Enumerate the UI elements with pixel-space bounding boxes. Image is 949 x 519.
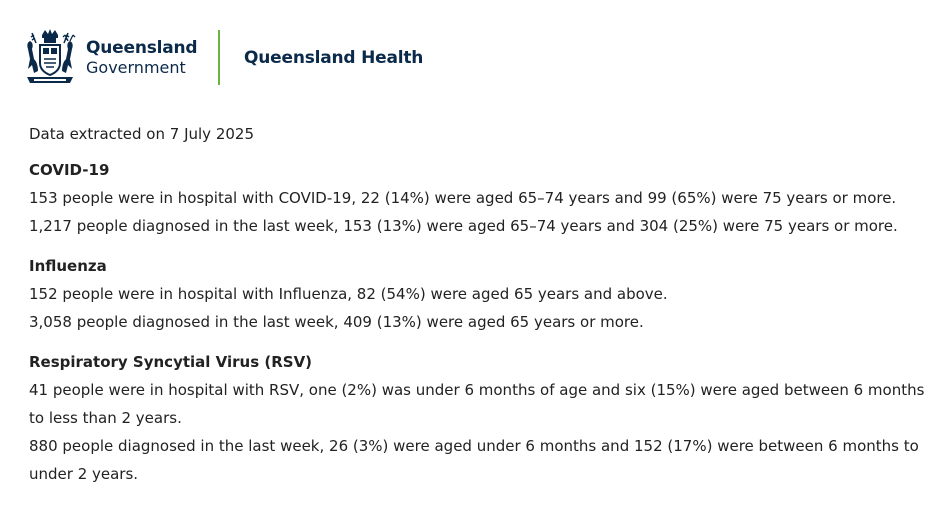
wordmark-line-2: Government (86, 60, 197, 76)
section-title: Influenza (29, 252, 929, 280)
site-header: Queensland Government (24, 28, 197, 88)
section-line: 3,058 people diagnosed in the last week,… (29, 308, 929, 336)
extract-date: Data extracted on 7 July 2025 (29, 120, 929, 148)
section-line: 880 people diagnosed in the last week, 2… (29, 432, 929, 488)
section-line: 1,217 people diagnosed in the last week,… (29, 212, 929, 240)
section-influenza: Influenza 152 people were in hospital wi… (29, 252, 929, 336)
government-wordmark: Queensland Government (86, 40, 197, 76)
section-title: COVID-19 (29, 156, 929, 184)
queensland-coat-of-arms-icon (24, 29, 76, 87)
section-line: 152 people were in hospital with Influen… (29, 280, 929, 308)
department-name: Queensland Health (244, 48, 423, 68)
section-covid-19: COVID-19 153 people were in hospital wit… (29, 156, 929, 240)
report-content: Data extracted on 7 July 2025 COVID-19 1… (29, 120, 929, 500)
header-divider (218, 30, 220, 85)
section-line: 153 people were in hospital with COVID-1… (29, 184, 929, 212)
section-rsv: Respiratory Syncytial Virus (RSV) 41 peo… (29, 348, 929, 488)
section-title: Respiratory Syncytial Virus (RSV) (29, 348, 929, 376)
section-line: 41 people were in hospital with RSV, one… (29, 376, 929, 432)
wordmark-line-1: Queensland (86, 40, 197, 57)
